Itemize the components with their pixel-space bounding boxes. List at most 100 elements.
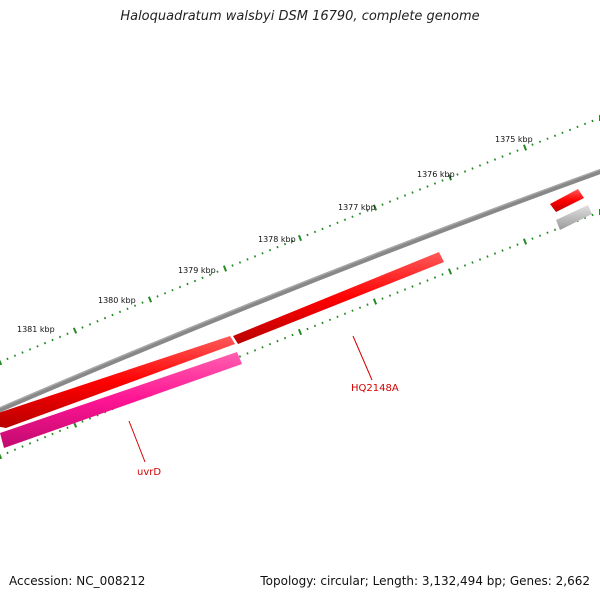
inner-major-tick xyxy=(522,238,528,245)
inner-minor-tick xyxy=(268,342,272,346)
outer-major-tick xyxy=(147,296,153,303)
accession-text: Accession: NC_008212 xyxy=(9,574,146,588)
outer-minor-tick xyxy=(358,212,362,215)
outer-minor-tick xyxy=(381,203,384,206)
outer-minor-tick xyxy=(568,128,572,132)
outer-minor-tick xyxy=(13,354,17,357)
inner-minor-tick xyxy=(321,321,324,325)
outer-minor-tick xyxy=(156,295,159,298)
genome-backbone xyxy=(0,168,600,413)
outer-minor-tick xyxy=(591,119,594,123)
outer-minor-tick xyxy=(426,185,429,188)
outer-minor-tick xyxy=(246,258,249,261)
outer-minor-tick xyxy=(186,282,189,286)
outer-minor-tick xyxy=(118,310,122,314)
outer-minor-tick xyxy=(306,233,309,237)
tick-label-1378: 1378 kbp xyxy=(258,235,296,244)
outer-minor-tick xyxy=(178,285,182,289)
inner-minor-tick xyxy=(546,231,549,234)
outer-minor-tick xyxy=(276,245,279,249)
outer-minor-tick xyxy=(6,357,9,361)
outer-major-tick xyxy=(72,327,78,334)
gene-HQ2148A[interactable] xyxy=(233,252,444,344)
outer-minor-tick xyxy=(351,215,354,218)
inner-major-tick xyxy=(447,268,453,275)
outer-minor-tick xyxy=(283,242,287,246)
tick-ring-outer xyxy=(0,115,600,366)
outer-minor-tick xyxy=(96,319,99,323)
inner-minor-tick xyxy=(418,282,422,285)
inner-minor-tick xyxy=(403,288,407,291)
inner-minor-tick xyxy=(411,285,414,288)
outer-minor-tick xyxy=(171,288,174,292)
outer-minor-tick xyxy=(321,227,324,231)
leader-uvrD xyxy=(128,420,146,463)
outer-minor-tick xyxy=(58,335,62,339)
inner-minor-tick xyxy=(276,339,279,343)
outer-minor-tick xyxy=(261,252,264,255)
inner-major-tick xyxy=(372,298,378,305)
gene-red-left[interactable] xyxy=(0,336,235,428)
inner-minor-tick xyxy=(366,303,369,306)
leader-HQ2148A xyxy=(352,335,373,381)
outer-minor-tick xyxy=(253,255,257,258)
outer-minor-tick xyxy=(133,304,137,307)
tick-label-1379: 1379 kbp xyxy=(178,266,216,275)
outer-minor-tick xyxy=(163,292,167,295)
inner-minor-tick xyxy=(538,234,542,237)
outer-minor-tick xyxy=(111,313,114,317)
outer-minor-tick xyxy=(403,194,407,197)
outer-major-tick xyxy=(522,144,528,151)
outer-minor-tick xyxy=(538,140,542,143)
outer-minor-tick xyxy=(36,345,39,348)
outer-minor-tick xyxy=(268,248,272,252)
outer-minor-tick xyxy=(336,221,339,225)
outer-minor-tick xyxy=(553,134,557,138)
outer-minor-tick xyxy=(418,188,422,191)
outer-minor-tick xyxy=(486,161,489,164)
inner-minor-tick xyxy=(426,279,429,282)
inner-minor-tick xyxy=(36,439,39,442)
gene-uvrD[interactable] xyxy=(0,352,242,448)
outer-minor-tick xyxy=(51,338,54,342)
inner-minor-tick xyxy=(246,352,249,355)
inner-minor-tick xyxy=(6,451,9,455)
inner-minor-tick xyxy=(388,294,392,297)
inner-minor-tick xyxy=(253,349,257,352)
outer-minor-tick xyxy=(43,341,47,345)
gene-upper-right[interactable] xyxy=(550,189,584,212)
outer-minor-tick xyxy=(516,149,519,152)
outer-minor-tick xyxy=(501,155,504,158)
outer-minor-tick xyxy=(561,131,564,135)
outer-minor-tick xyxy=(126,307,129,311)
feature-grey[interactable] xyxy=(556,205,592,230)
outer-minor-tick xyxy=(583,122,587,126)
inner-minor-tick xyxy=(28,442,32,445)
outer-minor-tick xyxy=(508,152,512,155)
outer-minor-tick xyxy=(291,239,294,243)
outer-minor-tick xyxy=(478,164,482,167)
inner-minor-tick xyxy=(306,327,309,331)
inner-minor-tick xyxy=(591,213,594,217)
outer-major-tick xyxy=(297,234,303,242)
outer-minor-tick xyxy=(81,326,84,329)
inner-minor-tick xyxy=(478,258,482,261)
outer-minor-tick xyxy=(396,197,399,200)
outer-major-tick xyxy=(222,265,228,272)
inner-minor-tick xyxy=(336,315,339,319)
outer-minor-tick xyxy=(208,273,212,277)
outer-minor-tick xyxy=(441,179,444,182)
inner-minor-tick xyxy=(531,237,534,240)
inner-minor-tick xyxy=(501,249,504,252)
outer-minor-tick xyxy=(21,351,24,354)
inner-minor-tick xyxy=(13,448,17,451)
inner-minor-tick xyxy=(471,261,474,264)
inner-minor-tick xyxy=(343,312,347,316)
label-HQ2148A: HQ2148A xyxy=(351,383,399,394)
inner-minor-tick xyxy=(21,445,24,448)
inner-minor-tick xyxy=(328,318,332,322)
outer-minor-tick xyxy=(328,224,332,228)
outer-minor-tick xyxy=(576,125,579,129)
outer-minor-tick xyxy=(546,137,549,140)
tick-label-1381: 1381 kbp xyxy=(17,325,55,334)
